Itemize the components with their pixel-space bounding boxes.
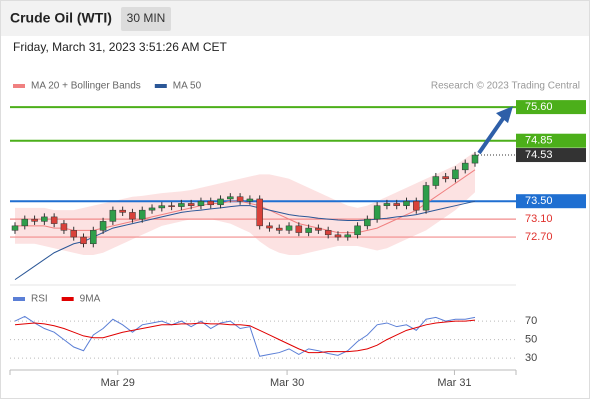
candle-body bbox=[285, 225, 293, 231]
candle-body bbox=[217, 198, 224, 206]
candle-body bbox=[90, 230, 97, 245]
x-tick-label: Mar 31 bbox=[437, 377, 471, 389]
y-tick-label: 50 bbox=[525, 334, 537, 346]
last-price-bg bbox=[516, 148, 586, 163]
candle-body bbox=[99, 221, 107, 231]
candle-body bbox=[324, 230, 332, 236]
x-tick-label: Mar 29 bbox=[101, 377, 135, 389]
candle-body bbox=[50, 216, 58, 224]
legend-swatch bbox=[13, 84, 25, 88]
candle-body bbox=[364, 218, 371, 227]
candle-body bbox=[315, 227, 322, 231]
candle-body bbox=[138, 209, 146, 220]
candle-body bbox=[60, 223, 68, 231]
level-label: 72.70 bbox=[525, 231, 553, 243]
candle-body bbox=[266, 225, 273, 229]
candle-body bbox=[158, 205, 166, 209]
candle-body bbox=[129, 212, 136, 220]
level-label-bg bbox=[516, 100, 586, 115]
candle-body bbox=[295, 225, 303, 233]
candle-body bbox=[344, 234, 352, 238]
arrow-head bbox=[496, 106, 513, 124]
level-label: 74.85 bbox=[525, 135, 553, 147]
candle-body bbox=[41, 216, 48, 222]
candle-body bbox=[393, 203, 400, 206]
level-label: 73.10 bbox=[525, 213, 553, 225]
candle-body bbox=[403, 200, 410, 206]
level-label: 73.50 bbox=[525, 195, 553, 207]
legend-swatch bbox=[13, 297, 25, 301]
candle-body bbox=[246, 198, 254, 202]
legend-label: RSI bbox=[31, 294, 48, 305]
candle-body bbox=[256, 198, 263, 227]
candle-body bbox=[178, 203, 185, 207]
level-label-bg bbox=[516, 194, 586, 209]
candle-body bbox=[197, 200, 205, 206]
legend-swatch bbox=[61, 297, 74, 301]
timeframe-badge[interactable] bbox=[121, 7, 171, 31]
level-label-bg bbox=[516, 133, 586, 148]
candle-body bbox=[334, 234, 342, 238]
candle-body bbox=[119, 209, 126, 213]
legend-label: MA 50 bbox=[173, 81, 202, 92]
rsi-line bbox=[14, 319, 476, 354]
candle-body bbox=[80, 236, 87, 245]
candle-body bbox=[305, 227, 312, 233]
title: Crude Oil (WTI) bbox=[10, 10, 112, 26]
candle-body bbox=[31, 218, 38, 222]
candle-body bbox=[471, 154, 479, 164]
level-label: 75.60 bbox=[525, 101, 553, 113]
candle-body bbox=[422, 185, 430, 211]
target-arrow bbox=[477, 115, 506, 155]
candle-body bbox=[21, 218, 29, 227]
candle-body bbox=[383, 203, 391, 206]
candle-body bbox=[236, 196, 244, 202]
last-price-label: 74.53 bbox=[525, 149, 553, 161]
y-tick-label: 30 bbox=[525, 352, 537, 364]
timestamp: Friday, March 31, 2023 3:51:26 AM CET bbox=[13, 40, 228, 54]
timeframe[interactable]: 30 MIN bbox=[127, 11, 166, 25]
candle-body bbox=[227, 196, 234, 200]
legend-label: MA 20 + Bollinger Bands bbox=[31, 81, 141, 92]
candle-body bbox=[109, 209, 117, 222]
candle-body bbox=[354, 225, 361, 236]
candle-body bbox=[413, 200, 420, 211]
x-tick-label: Mar 30 bbox=[270, 377, 304, 389]
candle-body bbox=[168, 205, 175, 207]
candle-body bbox=[187, 203, 195, 206]
y-tick-label: 70 bbox=[525, 315, 537, 327]
credit: Research © 2023 Trading Central bbox=[431, 81, 580, 92]
legend-swatch bbox=[154, 84, 167, 88]
candle-body bbox=[452, 169, 459, 180]
candle-body bbox=[461, 162, 469, 171]
candle-body bbox=[276, 227, 283, 231]
candle-body bbox=[148, 207, 156, 211]
candle-body bbox=[432, 176, 440, 186]
legend-label: 9MA bbox=[80, 294, 101, 305]
candle-body bbox=[442, 176, 449, 180]
candle-body bbox=[207, 200, 214, 206]
header-bg bbox=[0, 0, 590, 36]
candle-body bbox=[70, 230, 77, 238]
candle-body bbox=[373, 205, 381, 220]
candle-body bbox=[11, 225, 19, 231]
